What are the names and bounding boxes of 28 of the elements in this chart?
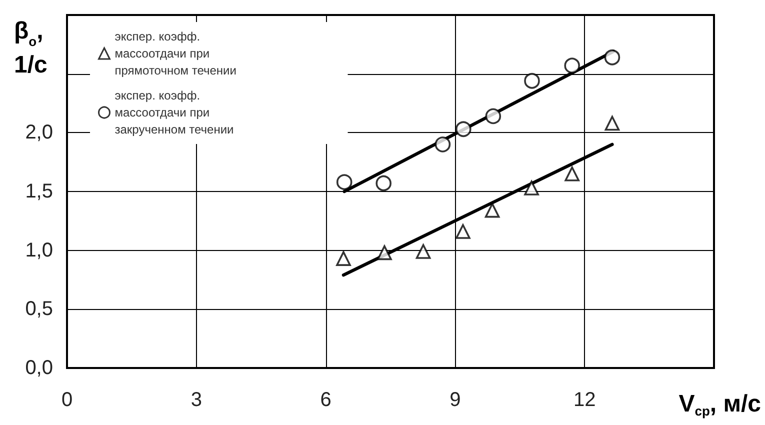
x-tick-label: 9 (450, 389, 461, 411)
legend-label: экспер. коэфф. массоотдачи при прямоточном течении (114, 30, 236, 78)
x-tick-label: 0 (61, 389, 73, 411)
legend-label: экспер. коэфф. массоотдачи при закрученном течении (114, 88, 234, 136)
y-tick-label: 2,0 (25, 122, 53, 144)
x-tick-label: 3 (190, 389, 202, 411)
y-tick-label: 0,0 (25, 357, 53, 379)
point (336, 251, 351, 266)
x-tick-label: 6 (320, 389, 332, 411)
point (564, 58, 580, 74)
x-tick-label: 12 (573, 389, 596, 411)
point (604, 49, 620, 66)
point (376, 175, 392, 192)
point (456, 121, 472, 138)
point (416, 244, 431, 259)
point (336, 174, 352, 190)
point (377, 245, 392, 260)
y-tick-label: 1,0 (25, 239, 53, 262)
y-tick-label: 1,5 (25, 180, 53, 202)
point (434, 136, 451, 152)
point (524, 72, 540, 89)
point (524, 180, 539, 196)
point (456, 224, 470, 239)
point (484, 202, 500, 218)
point (604, 116, 620, 131)
point (564, 166, 580, 182)
point (485, 108, 502, 124)
y-tick-label: 0,5 (25, 298, 53, 320)
